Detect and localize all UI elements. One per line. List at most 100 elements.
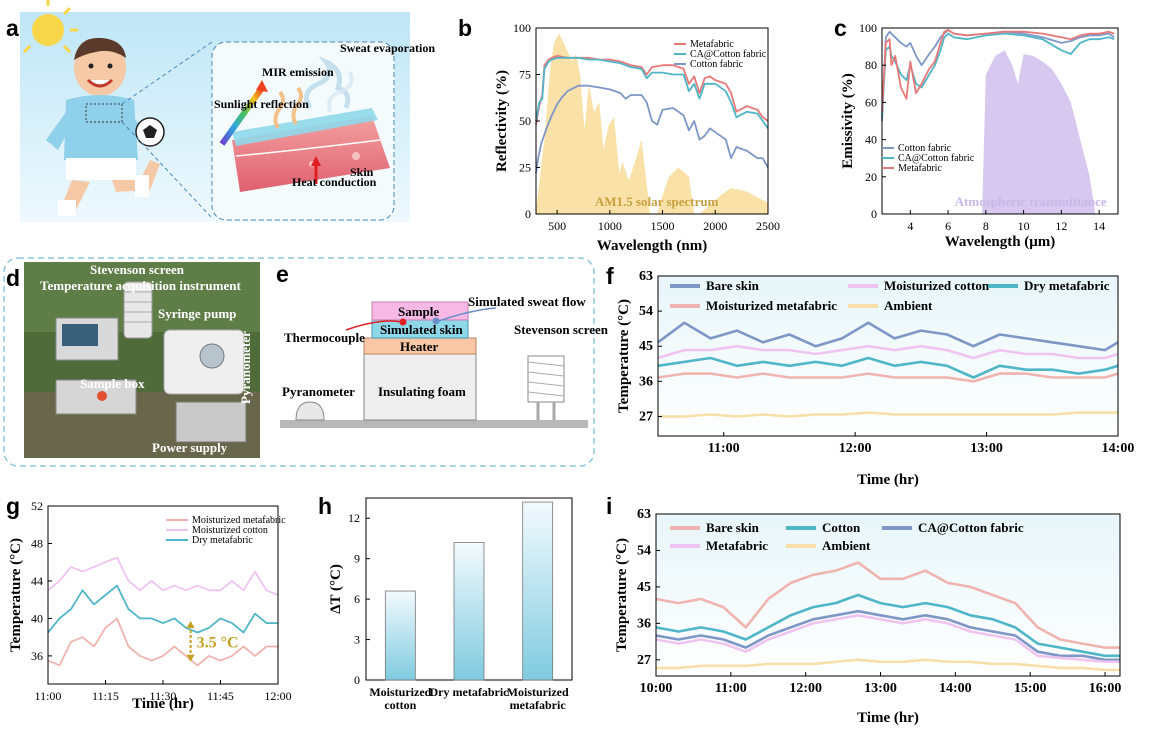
y-tick-label: 27 xyxy=(639,409,653,424)
y-tick-label: 60 xyxy=(865,95,877,109)
legend-entry: Moisturized cotton xyxy=(884,278,990,293)
delta-arrowhead-up-icon xyxy=(186,620,195,628)
label-heater: Heater xyxy=(400,339,438,354)
legend-entry: Dry metafabric xyxy=(192,535,253,546)
y-axis-label: Temperature (°C) xyxy=(614,538,630,652)
panel-label-f: f xyxy=(606,263,614,289)
label-power: Power supply xyxy=(152,440,228,455)
legend-entry: Bare skin xyxy=(706,520,760,535)
label-sample-box: Sample box xyxy=(80,376,145,391)
sun-icon xyxy=(22,0,78,54)
x-axis-label: Wavelength (nm) xyxy=(597,238,707,254)
y-tick-label: 36 xyxy=(637,616,651,631)
panel-label-h: h xyxy=(318,493,332,519)
x-category-label: Dry metafabric xyxy=(430,685,510,699)
x-tick-label: 2500 xyxy=(756,219,780,233)
chart-c: Atmospheric transmittance 4 6 8 10 12 14 0 20 40 6… xyxy=(834,15,1119,250)
chart-i: 10:00 11:00 12:00 13:00 14:00 15:00 16:00 27 36 4… xyxy=(606,493,1121,726)
chart-g: 11:00 11:15 11:30 11:45 12:00 36 40 44 48 52 Time … xyxy=(6,493,292,712)
x-axis-label: Time (hr) xyxy=(132,696,194,712)
y-axis-label: Emissivity (%) xyxy=(840,73,856,168)
panel-label-a: a xyxy=(6,15,19,41)
background-spectrum-area xyxy=(982,50,1096,214)
x-tick-label: 4 xyxy=(907,219,913,233)
boy-illustration xyxy=(46,37,160,216)
y-tick-label: 63 xyxy=(639,269,653,284)
plot-frame xyxy=(657,275,1119,437)
legend-entry: CA@Cotton fabric xyxy=(690,49,767,60)
sweat-tube xyxy=(435,307,497,323)
label-sweat: Sweat evaporation xyxy=(340,41,435,55)
x-tick-label: 500 xyxy=(548,219,566,233)
fabric-skin-layers xyxy=(232,108,390,192)
zoom-line-bottom xyxy=(121,121,213,219)
power-supply-icon xyxy=(175,401,247,443)
label-stevenson-e: Stevenson screen xyxy=(514,322,609,337)
y-axis-label: Reflectivity (%) xyxy=(494,70,510,172)
bar xyxy=(384,590,416,681)
series-line-bare-skin xyxy=(655,561,1120,649)
x-tick-label: 10:00 xyxy=(640,681,673,696)
x-tick-label: 6 xyxy=(945,219,951,233)
x-tick-label: 8 xyxy=(983,219,989,233)
sample-layer xyxy=(371,301,469,321)
zoom-line-top xyxy=(121,41,213,105)
photo-setup-container xyxy=(3,257,595,467)
legend-entry: Moisturized cotton xyxy=(192,525,268,536)
background-spectrum-area xyxy=(536,33,768,214)
label-thermocouple: Thermocouple xyxy=(284,330,365,345)
stevenson-screen-schematic-icon xyxy=(527,355,565,420)
label-foam: Insulating foam xyxy=(378,384,466,399)
series-line-ambient xyxy=(658,411,1118,418)
y-tick-label: 48 xyxy=(31,536,43,550)
x-tick-label: 12:00 xyxy=(839,441,872,456)
y-tick-label: 3 xyxy=(354,633,360,647)
series-line-dry-metafabric xyxy=(47,584,278,634)
sweat-vapor-icon xyxy=(303,55,354,113)
series-line-dry-metafabric xyxy=(657,356,1119,379)
label-instrument: Temperature acquisition instrument xyxy=(40,278,241,293)
x-tick-label: 14 xyxy=(1093,219,1105,233)
y-tick-label: 75 xyxy=(519,68,531,82)
y-tick-label: 40 xyxy=(865,133,877,147)
y-tick-label: 50 xyxy=(519,114,531,128)
y-tick-label: 54 xyxy=(639,304,653,319)
legend-entry: Metafabric xyxy=(690,39,734,50)
y-tick-label: 80 xyxy=(865,58,877,72)
series-line-moisturized-cotton xyxy=(657,344,1119,360)
reflection-arrowhead-icon xyxy=(256,80,268,92)
x-tick-label: 11:45 xyxy=(207,689,234,703)
x-tick-label: 12:00 xyxy=(789,681,822,696)
y-tick-label: 45 xyxy=(637,580,651,595)
background-spectrum-label: Atmospheric transmittance xyxy=(955,194,1107,209)
y-axis-label: Temperature (°C) xyxy=(616,299,632,413)
y-tick-label: 0 xyxy=(525,207,531,221)
stevenson-screen-icon xyxy=(123,281,153,339)
plot-area xyxy=(658,276,1118,436)
panel-label-d: d xyxy=(6,265,20,291)
x-tick-label: 11:30 xyxy=(150,689,177,703)
label-heat: Heat conduction xyxy=(292,175,377,189)
legend-entry: Moisturized metafabric xyxy=(706,298,837,313)
x-tick-label: 11:00 xyxy=(715,681,747,696)
mir-emission-icon xyxy=(273,86,303,130)
label-mir: MIR emission xyxy=(262,65,334,79)
y-tick-label: 9 xyxy=(354,552,360,566)
x-tick-label: 12 xyxy=(1055,219,1067,233)
background-spectrum-label: AM1.5 solar spectrum xyxy=(595,194,719,209)
y-tick-label: 100 xyxy=(513,21,531,35)
x-category-label: Moisturized xyxy=(507,685,569,699)
y-tick-label: 12 xyxy=(348,511,360,525)
plot-frame xyxy=(881,27,1119,215)
y-tick-label: 40 xyxy=(31,611,43,625)
x-tick-label: 1000 xyxy=(598,219,622,233)
label-pyranometer-d: Pyranometer xyxy=(238,331,253,404)
fabric-zoom-box xyxy=(85,103,123,123)
x-tick-label: 14:00 xyxy=(939,681,972,696)
x-tick-label: 11:00 xyxy=(708,441,740,456)
y-axis-label: Temperature (°C) xyxy=(8,538,24,652)
y-tick-label: 6 xyxy=(354,592,360,606)
legend-entry: Metafabric xyxy=(706,538,768,553)
plot-area xyxy=(656,514,1120,676)
